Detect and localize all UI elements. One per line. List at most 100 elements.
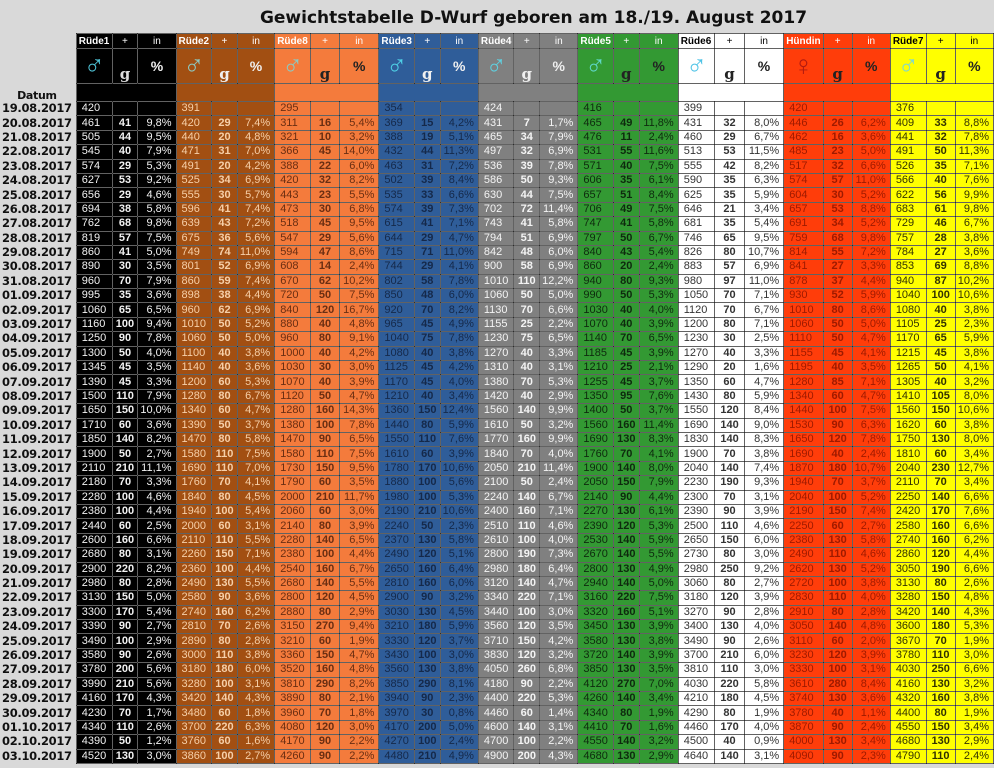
percent-cell: 4,5% xyxy=(236,489,276,505)
weight-cell: 502 xyxy=(378,172,415,189)
gain-cell: 50 xyxy=(211,331,238,347)
gain-cell: 57 xyxy=(714,259,745,275)
weight-cell: 2740 xyxy=(175,604,213,621)
weight-cell: 842 xyxy=(477,244,515,261)
date-cell: 27.09.2017 xyxy=(0,662,77,678)
weight-cell: 657 xyxy=(577,187,614,203)
table-row: 27.08.2017 762 68 9,8% 639 43 7,2% 518 45 9,5% 615… xyxy=(0,216,994,232)
table-row: 02.10.2017 4390 50 1,2% 3760 60 1,6% 4170 90 2,2%… xyxy=(0,734,994,750)
weight-cell: 2040 xyxy=(677,460,716,477)
percent-cell: 9,3% xyxy=(638,273,679,290)
percent-cell: 3,1% xyxy=(236,676,276,693)
weight-cell: 841 xyxy=(783,259,824,275)
weight-cell: 497 xyxy=(477,144,515,160)
gain-cell: 130 xyxy=(925,734,956,750)
weight-cell: 4400 xyxy=(889,705,927,721)
weight-cell: 615 xyxy=(378,216,415,232)
weight-cell: 1690 xyxy=(577,431,614,448)
percent-cell: 3,8% xyxy=(743,446,785,462)
gain-cell: 130 xyxy=(413,662,441,678)
percent-header: in xyxy=(137,33,177,49)
percent-cell: 7,8% xyxy=(137,331,177,347)
gain-cell: 50 xyxy=(111,734,139,750)
percent-cell: 7,1% xyxy=(539,503,579,520)
gain-cell: 160 xyxy=(310,403,341,419)
percent-cell: 6,9% xyxy=(236,172,276,189)
gain-cell: 200 xyxy=(413,719,441,736)
percent-cell: 7,8% xyxy=(539,158,579,174)
weight-cell: 2110 xyxy=(75,460,113,477)
weight-cell: 4050 xyxy=(477,662,515,678)
male-symbol-icon: ♂ xyxy=(274,48,312,84)
weight-cell: 1105 xyxy=(889,316,927,333)
table-row: 19.09.2017 2680 80 3,1% 2260 150 7,1% 2380 100 4,… xyxy=(0,547,994,563)
weight-cell: 1560 xyxy=(889,403,927,419)
gain-cell: 80 xyxy=(413,417,441,433)
percent-cell: 7,8% xyxy=(439,273,479,290)
gain-cell: 29 xyxy=(413,259,441,275)
gain-cell: 200 xyxy=(513,748,541,764)
weight-cell: 3180 xyxy=(175,662,213,678)
percent-cell: 2,9% xyxy=(137,633,177,649)
weight-cell: 465 xyxy=(577,115,614,131)
percent-cell: 7,1% xyxy=(236,547,276,563)
weight-cell: 513 xyxy=(677,144,716,160)
percent-cell: 6,5% xyxy=(137,302,177,318)
percent-cell: 7,5% xyxy=(339,446,380,462)
weight-cell: 1980 xyxy=(378,489,415,505)
gain-cell: 53 xyxy=(822,201,853,218)
weight-cell: 729 xyxy=(889,216,927,232)
gain-cell: 200 xyxy=(111,662,139,678)
percent-cell: 3,9% xyxy=(439,446,479,462)
weight-cell: 3480 xyxy=(175,705,213,721)
gain-cell: 50 xyxy=(513,417,541,433)
weight-cell: 4170 xyxy=(378,719,415,736)
percent-cell: 3,1% xyxy=(743,489,785,505)
weight-cell: 4030 xyxy=(889,662,927,678)
gain-cell: 20 xyxy=(211,158,238,174)
gain-cell: 60 xyxy=(211,374,238,390)
weight-cell: 995 xyxy=(75,288,113,304)
gain-cell: 40 xyxy=(925,302,956,318)
weight-cell: 2100 xyxy=(477,475,515,491)
percent-cell: 3,8% xyxy=(954,691,994,707)
weight-cell: 2180 xyxy=(75,475,113,491)
percent-cell: 7,6% xyxy=(638,388,679,405)
gain-cell xyxy=(612,100,640,117)
percent-cell: 6,2% xyxy=(954,532,994,549)
percent-cell: 5,8% xyxy=(236,431,276,448)
percent-cell: 1,6% xyxy=(638,719,679,736)
percent-cell: 4,7% xyxy=(851,388,891,405)
gain-cell: 20 xyxy=(714,360,745,376)
gain-cell: 290 xyxy=(413,676,441,693)
percent-cell: 8,2% xyxy=(743,158,785,174)
percent-cell: 3,4% xyxy=(954,446,994,462)
weight-cell: 2140 xyxy=(274,518,312,534)
gain-cell: 58 xyxy=(513,259,541,275)
weight-cell: 1195 xyxy=(783,360,824,376)
percent-cell: 5,0% xyxy=(638,575,679,592)
percent-cell xyxy=(339,100,380,117)
date-cell: 23.08.2017 xyxy=(0,159,77,174)
percent-cell: 5,2% xyxy=(851,561,891,577)
gain-cell: 120 xyxy=(310,302,341,318)
gain-cell: 50 xyxy=(822,316,853,333)
date-cell: 13.09.2017 xyxy=(0,461,77,476)
weight-cell: 4340 xyxy=(577,705,614,721)
gain-cell: 38 xyxy=(211,288,238,304)
weight-cell: 4700 xyxy=(477,734,515,750)
percent-cell: 1,8% xyxy=(236,705,276,721)
gain-cell: 160 xyxy=(612,417,640,433)
gain-cell: 36 xyxy=(211,230,238,246)
percent-cell: 4,8% xyxy=(236,129,276,146)
percent-cell: 5,3% xyxy=(638,518,679,534)
header-spacer xyxy=(0,33,77,49)
gain-cell: 220 xyxy=(111,561,139,577)
percent-cell: 3,4% xyxy=(954,475,994,491)
weight-cell: 3110 xyxy=(783,633,824,649)
weight-cell: 2600 xyxy=(75,532,113,549)
weight-cell: 840 xyxy=(274,302,312,318)
gain-cell: 39 xyxy=(413,201,441,218)
gain-header: + xyxy=(822,33,853,49)
gain-cell: 150 xyxy=(925,403,956,419)
